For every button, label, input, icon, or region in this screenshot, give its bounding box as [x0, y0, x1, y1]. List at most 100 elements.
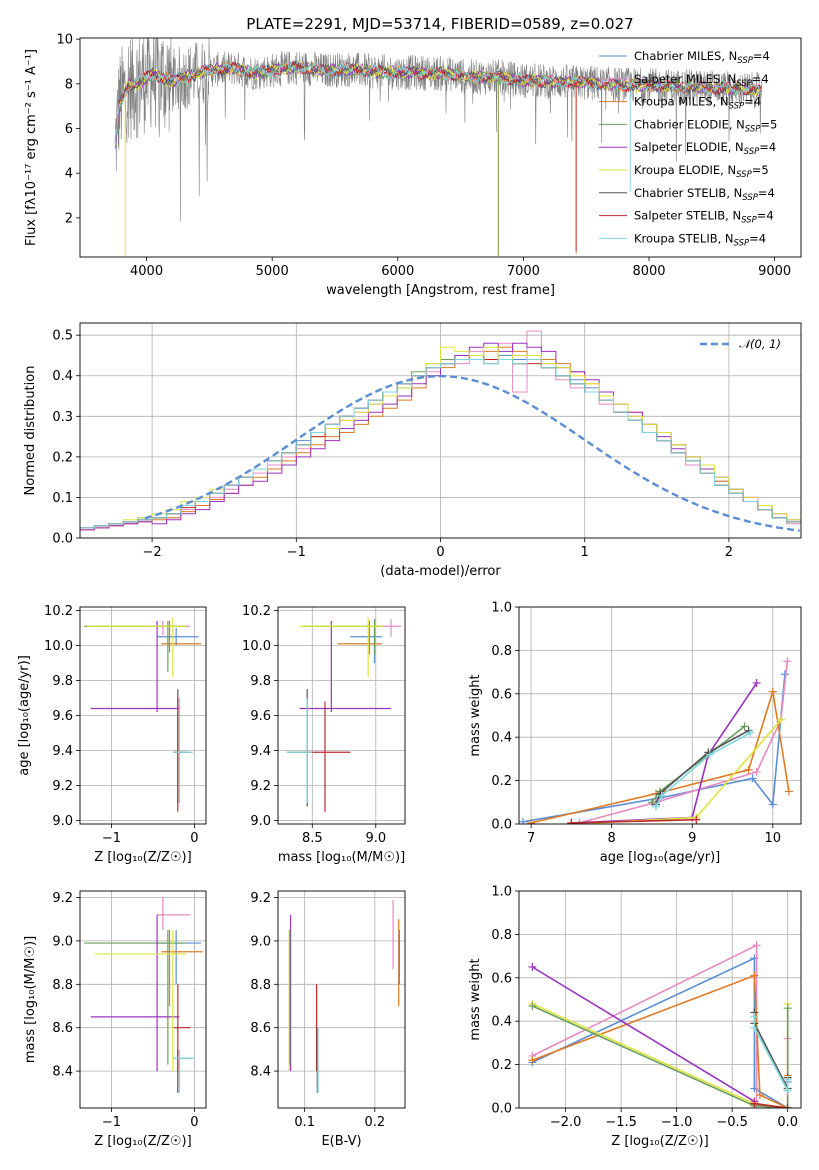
legend-label-end: =4	[744, 95, 761, 109]
mass-weight-marker	[744, 765, 753, 774]
x-axis-label: (data-model)/error	[380, 564, 501, 579]
mass-weight-marker	[752, 941, 761, 950]
axes-frame	[79, 322, 802, 539]
spectrum-model-line	[114, 60, 762, 142]
y-axis-label: mass weight	[468, 958, 483, 1040]
mass-weight-marker	[752, 767, 761, 776]
legend-label: Salpeter ELODIE, NSSP=4	[634, 140, 776, 157]
figure-title: PLATE=2291, MJD=53714, FIBERID=0589, z=0…	[246, 15, 633, 33]
legend-label-end: =4	[753, 49, 770, 63]
x-tick-label: 1	[581, 545, 589, 560]
x-tick-label: 8.5	[302, 831, 323, 846]
y-tick-label: 0.5	[52, 329, 73, 344]
mass_vs_Z-plot-area	[80, 891, 206, 1108]
y-tick-label: 0.0	[52, 532, 73, 547]
x-tick-label: 0	[190, 1115, 198, 1130]
spectrum-model-line	[114, 61, 762, 147]
y-tick-label: 0.2	[491, 774, 512, 789]
mass-weight-marker	[783, 1086, 792, 1095]
x-tick-label: 0	[190, 831, 198, 846]
y-tick-label: 0.3	[52, 410, 73, 425]
mass-weight-marker	[768, 687, 777, 696]
y-tick-label: 9.4	[52, 744, 73, 759]
x-tick-label: −1.5	[605, 1115, 637, 1130]
axes-frame	[79, 606, 207, 825]
y-tick-label: 9.8	[250, 674, 271, 689]
legend-label: Salpeter STELIB, NSSP=4	[634, 209, 774, 226]
y-tick-label: 0.2	[52, 450, 73, 465]
axes-frame	[79, 890, 207, 1109]
panel-mass_vs_ebv: 0.1 0.2 8.4 8.6 8.8 9.0 9.2 E(B-V)	[250, 890, 406, 1149]
mass-weight-line	[655, 732, 751, 807]
legend-label-main: Chabrier ELODIE, N	[634, 117, 745, 131]
y-tick-label: 9.0	[52, 934, 73, 949]
mass-weight-marker	[657, 791, 666, 800]
y-tick-label: 1.0	[491, 885, 512, 900]
age_vs_mass-plot-area	[278, 607, 405, 824]
y-tick-label: 2	[65, 211, 73, 226]
panel-mass_vs_Z: −1 0 8.4 8.6 8.8 9.0 9.2 Z [log₁₀(Z/Z☉)] mass [l…	[23, 890, 207, 1149]
mass-weight-marker	[750, 1023, 759, 1032]
panel-residuals: −2 −1 0 1 2 0.0 0.1 0.2 0.3 0.4 0.5 (data-model)/er…	[23, 322, 802, 579]
y-tick-label: 0.4	[52, 369, 73, 384]
x-tick-label: 9000	[758, 264, 791, 279]
panel-spectrum: 4000 5000 6000 7000 8000 9000 2 4 6 8 10 wavelength…	[24, 33, 802, 298]
mass-weight-marker	[528, 1002, 537, 1011]
y-tick-label: 9.6	[52, 709, 73, 724]
x-tick-label: −1.0	[661, 1115, 693, 1130]
x-tick-label: 0.2	[364, 1115, 385, 1130]
mass-weight-marker	[783, 1004, 792, 1013]
y-tick-label: 0.2	[491, 1058, 512, 1073]
mass-weight-marker	[755, 1090, 764, 1099]
mass-weight-marker	[776, 715, 785, 724]
y-tick-label: 10.2	[44, 604, 73, 619]
y-tick-label: 9.2	[250, 891, 271, 906]
legend-label-sub: SSP	[736, 170, 752, 180]
legend-label-main: Salpeter STELIB, N	[634, 209, 741, 223]
mass-weight-marker	[750, 1099, 759, 1108]
y-axis-label: Normed distribution	[23, 366, 38, 496]
y-tick-label: 0.8	[491, 928, 512, 943]
y-tick-label: 10.2	[242, 604, 271, 619]
y-tick-label: 6	[65, 122, 73, 137]
legend-label-main: Kroupa STELIB, N	[634, 231, 734, 245]
legend-label-sub: SSP	[729, 102, 745, 112]
legend-label-end: =5	[760, 117, 777, 131]
mass-weight-marker	[647, 798, 656, 807]
legend-label: Chabrier MILES, NSSP=4	[634, 49, 770, 66]
y-axis-label: Flux [fλ10⁻¹⁷ erg cm⁻² s⁻¹ A⁻¹]	[24, 49, 39, 246]
legend-label-main: Kroupa ELODIE, N	[634, 163, 736, 177]
legend-label: Kroupa MILES, NSSP=4	[634, 95, 761, 112]
mass-weight-marker	[783, 657, 792, 666]
y-tick-label: 8.8	[52, 978, 73, 993]
y-tick-label: 9.0	[250, 814, 271, 829]
mass-weight-line	[655, 729, 749, 805]
legend-label-sub: SSP	[744, 147, 760, 157]
y-tick-label: 0.6	[491, 971, 512, 986]
y-tick-label: 10	[56, 33, 73, 48]
residuals-legend: 𝒩(0, 1)	[700, 337, 781, 351]
x-tick-label: 2	[725, 545, 733, 560]
x-axis-label: age [log₁₀(age/yr)]	[600, 850, 721, 865]
mass-weight-marker	[783, 1104, 792, 1108]
residuals-plot-area	[80, 323, 801, 538]
panel-mass_weight_vs_Z: −2.0 −1.5 −1.0 −0.5 0.0 0.0 0.2 0.4 0.6 0.8 1.0 Z […	[468, 885, 802, 1149]
y-tick-label: 9.2	[250, 779, 271, 794]
y-tick-label: 8.8	[250, 978, 271, 993]
x-tick-label: −0.5	[716, 1115, 748, 1130]
y-tick-label: 10.0	[44, 639, 73, 654]
legend-label: Kroupa ELODIE, NSSP=5	[634, 163, 769, 180]
x-axis-label: Z [log₁₀(Z/Z☉)]	[94, 1134, 191, 1149]
y-tick-label: 9.6	[250, 709, 271, 724]
mass-weight-marker	[651, 802, 660, 811]
legend-label: Chabrier ELODIE, NSSP=5	[634, 117, 777, 134]
legend-label-main: Chabrier STELIB, N	[634, 186, 742, 200]
legend-label-end: =4	[749, 231, 766, 245]
legend-label-sub: SSP	[736, 79, 752, 89]
y-axis-label: mass [log₁₀(M/M☉)]	[23, 936, 38, 1063]
legend-label-sub: SSP	[745, 124, 761, 134]
legend-label-sub: SSP	[742, 193, 758, 203]
y-tick-label: 9.0	[250, 934, 271, 949]
y-tick-label: 9.4	[250, 744, 271, 759]
